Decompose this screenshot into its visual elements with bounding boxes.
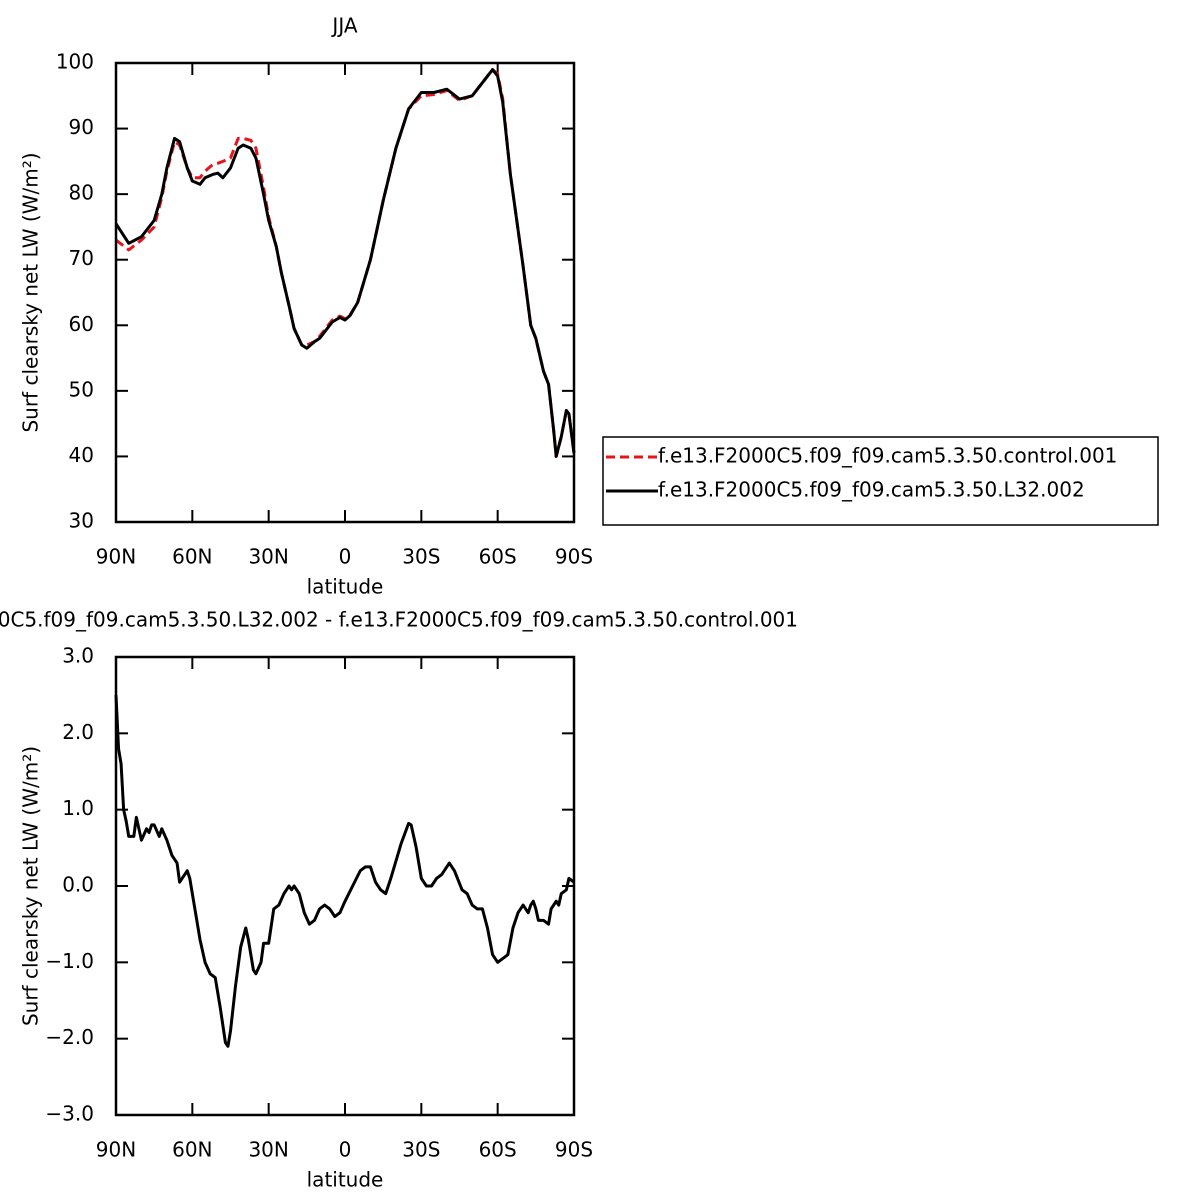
plot-frame: [114, 655, 576, 1117]
y-tick-label: 70: [69, 246, 94, 270]
x-tick-label: 30N: [248, 1138, 288, 1162]
x-tick-label: 60N: [172, 545, 212, 569]
x-tick-label: 90N: [96, 1138, 136, 1162]
y-tick-label: 30: [69, 509, 94, 533]
x-tick-label: 30N: [248, 545, 288, 569]
x-tick-label: 90N: [96, 545, 136, 569]
x-axis-label: latitude: [307, 1168, 384, 1192]
y-tick-label: −3.0: [45, 1102, 94, 1126]
x-tick-label: 90S: [555, 545, 593, 569]
y-tick-label: −2.0: [45, 1025, 94, 1049]
x-tick-label: 90S: [555, 1138, 593, 1162]
legend-label: f.e13.F2000C5.f09_f09.cam5.3.50.control.…: [658, 444, 1117, 468]
y-axis-label: Surf clearsky net LW (W/m²): [19, 746, 43, 1026]
plot-frame: [114, 61, 576, 524]
y-tick-label: 50: [69, 377, 94, 401]
x-tick-label: 60N: [172, 1138, 212, 1162]
x-tick-label: 0: [339, 545, 352, 569]
legend-label: f.e13.F2000C5.f09_f09.cam5.3.50.L32.002: [658, 478, 1085, 502]
y-tick-label: 60: [69, 312, 94, 336]
y-tick-label: −1.0: [45, 949, 94, 973]
legend-box: [602, 436, 1159, 526]
x-axis-label: latitude: [307, 575, 384, 599]
y-tick-label: 80: [69, 181, 94, 205]
y-tick-label: 90: [69, 115, 94, 139]
x-tick-label: 60S: [479, 1138, 517, 1162]
chart-title: JJA: [330, 14, 357, 38]
y-tick-label: 1.0: [62, 796, 94, 820]
y-tick-label: 40: [69, 443, 94, 467]
x-tick-label: 30S: [402, 1138, 440, 1162]
chart-title: f.e13.F2000C5.f09_f09.cam5.3.50.L32.002 …: [0, 608, 798, 632]
data-line: [114, 68, 576, 458]
y-tick-label: 0.0: [62, 873, 94, 897]
y-axis-label: Surf clearsky net LW (W/m²): [19, 152, 43, 432]
y-tick-label: 3.0: [62, 644, 94, 668]
x-tick-label: 0: [339, 1138, 352, 1162]
data-line: [114, 695, 575, 1048]
y-tick-label: 2.0: [62, 720, 94, 744]
y-tick-label: 100: [56, 50, 94, 74]
x-tick-label: 30S: [402, 545, 440, 569]
x-tick-label: 60S: [479, 545, 517, 569]
